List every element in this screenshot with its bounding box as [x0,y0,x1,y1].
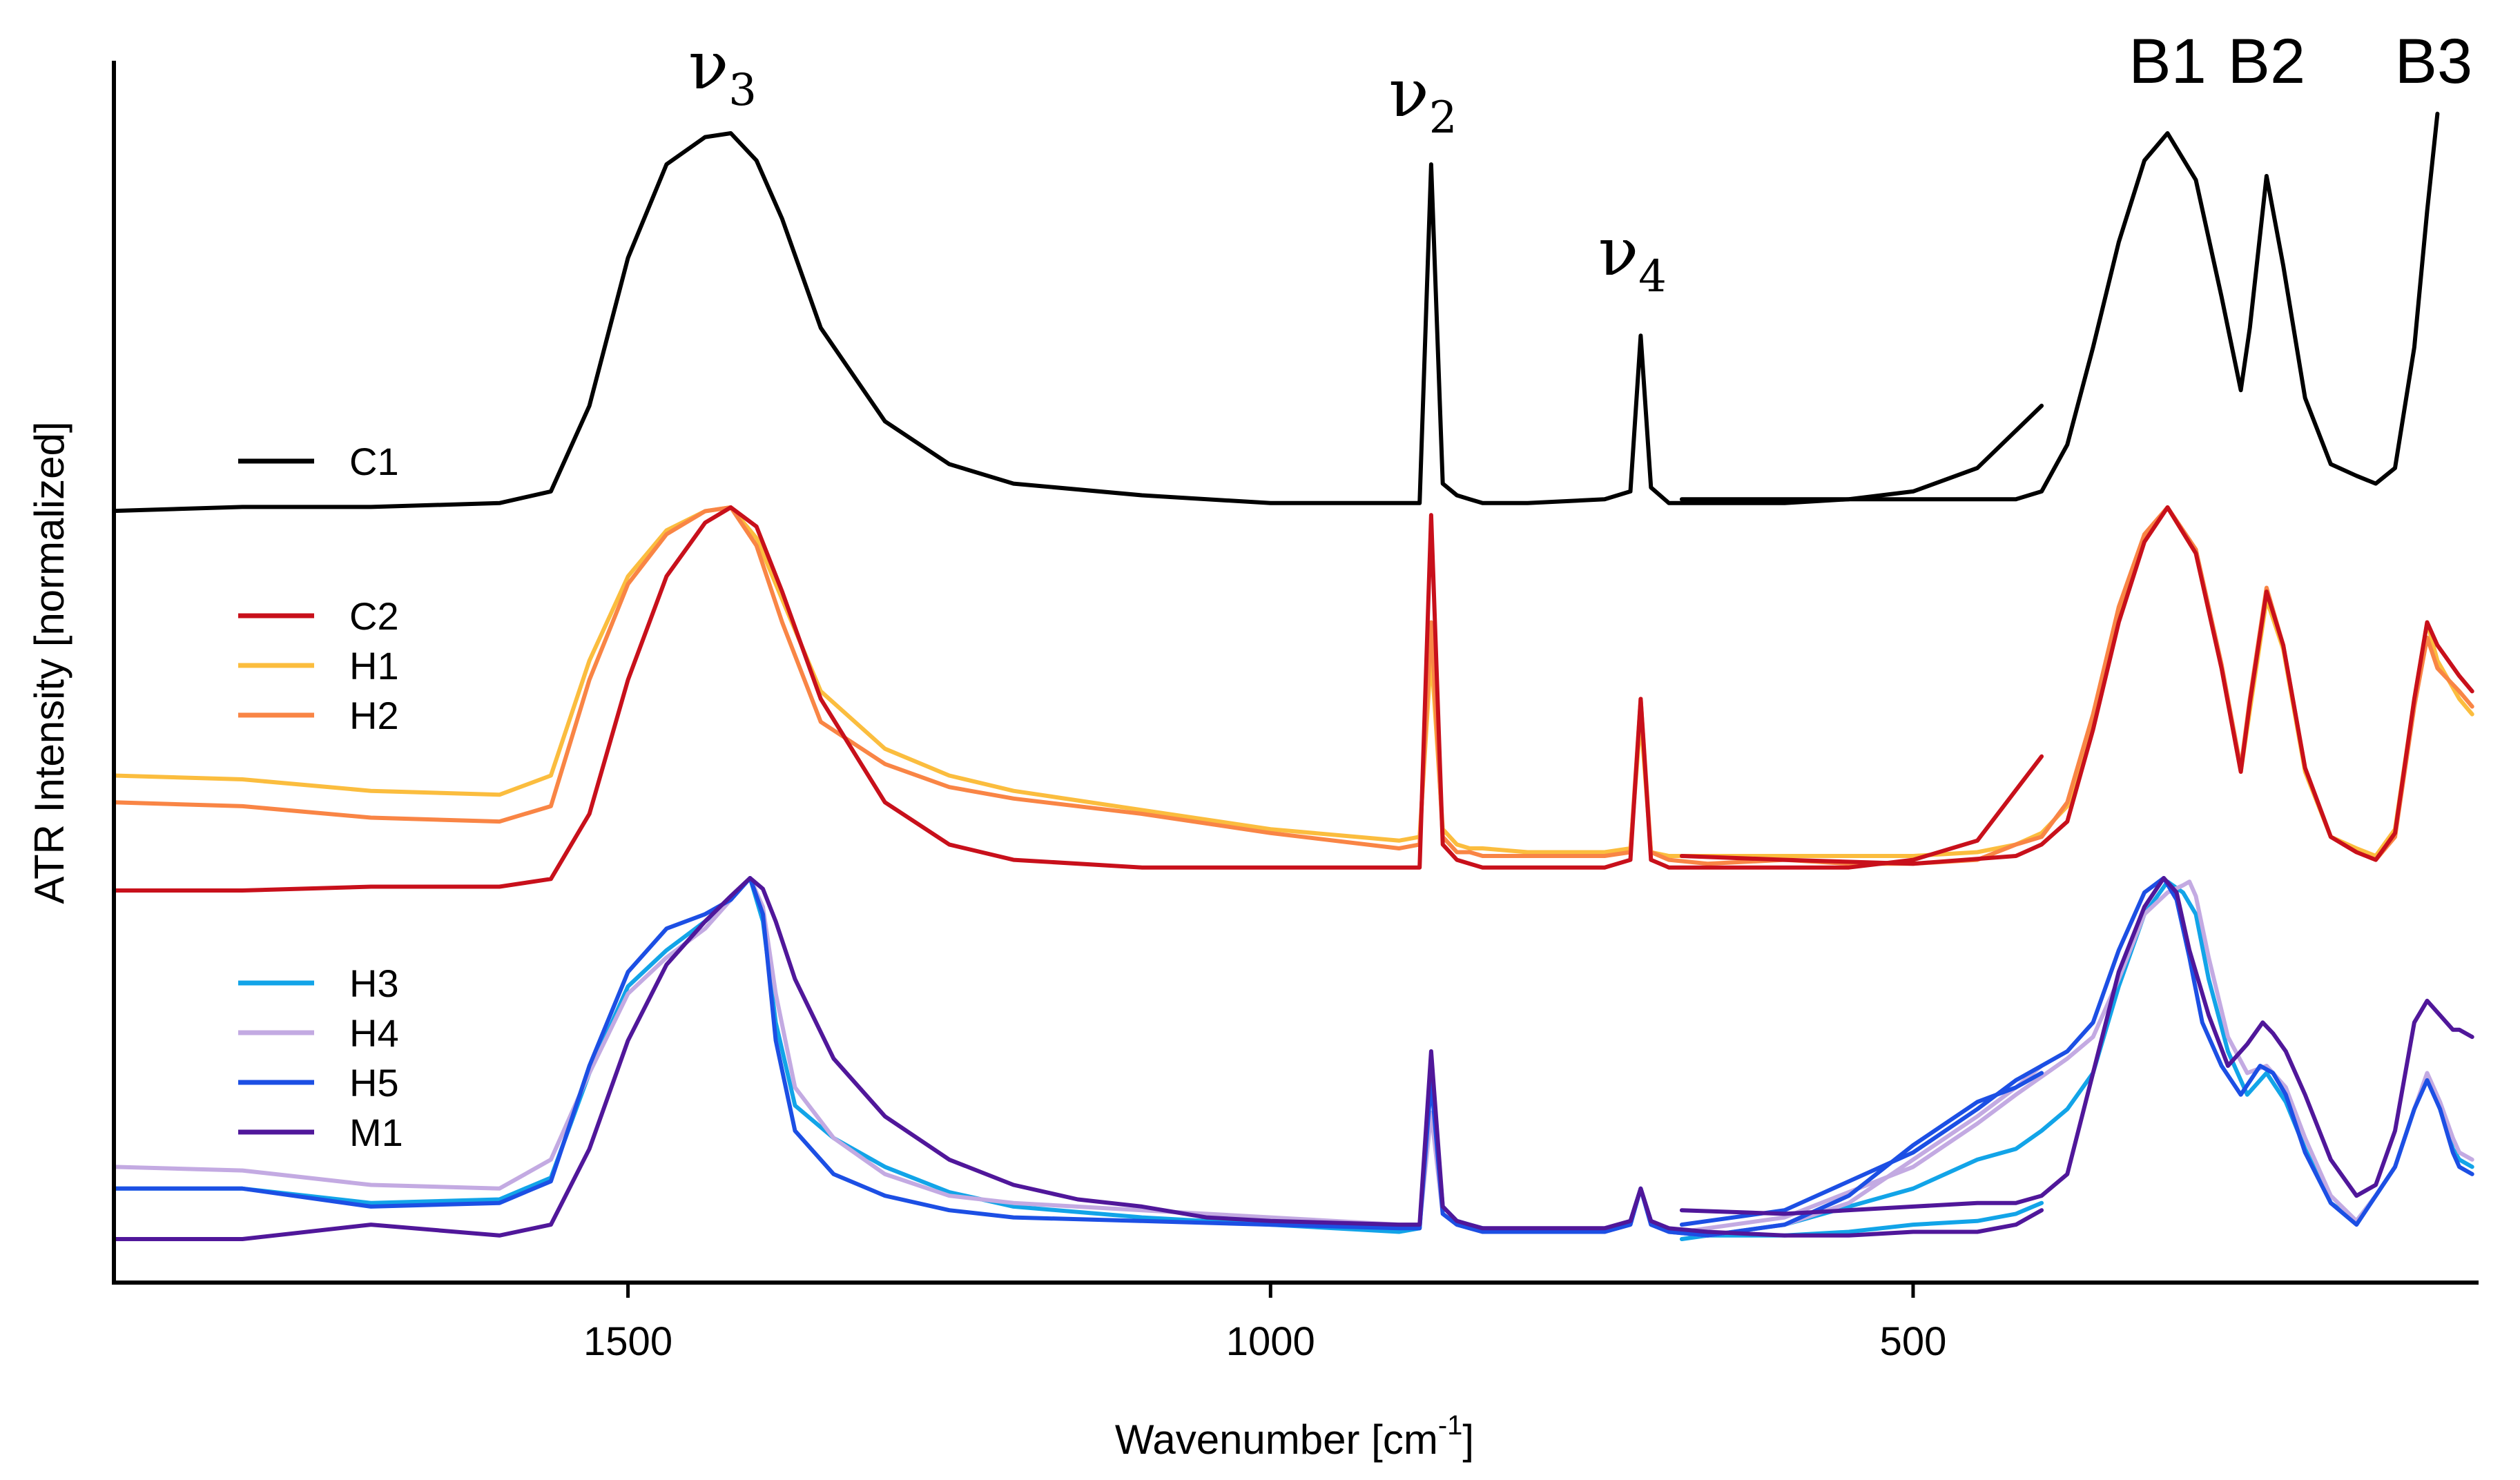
y-axis-title: ATR Intensity [normalized] [26,421,72,904]
axes [112,61,2479,1285]
series-line-c2-4 [112,505,2044,893]
series-line-h4-8 [112,876,2044,1238]
x-axis-title: Wavenumber [cm-1] [1115,1410,1474,1463]
series-line-m1-13 [1679,876,2474,1216]
series-line-h4-9 [1679,879,2474,1234]
x-tick-label: 1500 [583,1319,672,1364]
peak-label-b3: B3 [2395,26,2473,97]
legend-label-h3: H3 [349,962,399,1005]
peak-label-b1: B1 [2129,26,2207,97]
legend-label-h2: H2 [349,694,399,737]
peak-labels: ν3 ν2 ν4 B1 B2 B3 [688,26,2472,302]
legend-label-h4: H4 [349,1011,399,1055]
legend-label-h1: H1 [349,644,399,688]
series-line-h1-2 [112,505,2474,858]
peak-label-nu3: ν3 [688,27,757,116]
peak-label-b2: B2 [2228,26,2306,97]
legend-label-c1: C1 [349,440,399,483]
series-line-c2-5 [1679,505,2474,866]
legend-label-c2: C2 [349,594,399,638]
x-tick-label: 1000 [1226,1319,1315,1364]
legend-label-m1: M1 [349,1111,403,1154]
series-line-h2-3 [112,505,2474,866]
peak-label-nu4: ν4 [1598,213,1667,302]
x-axis-ticks: 1500 1000 500 [583,1283,1946,1364]
series-layer [112,111,2474,1241]
x-tick-label: 500 [1880,1319,1947,1364]
series-line-h5-11 [1679,876,2474,1227]
series-line-h3-7 [1679,879,2474,1241]
series-line-c1-0 [112,131,2044,514]
series-line-c1-1 [1679,111,2440,502]
peak-label-nu2: ν2 [1388,55,1457,144]
series-line-m1-12 [112,876,2044,1241]
series-line-h5-10 [112,876,2044,1238]
legend-label-h5: H5 [349,1061,399,1104]
series-line-h3-6 [112,876,2044,1238]
legend: C1 C2 H1 H2 H3 H4 H5 M1 [238,440,403,1154]
